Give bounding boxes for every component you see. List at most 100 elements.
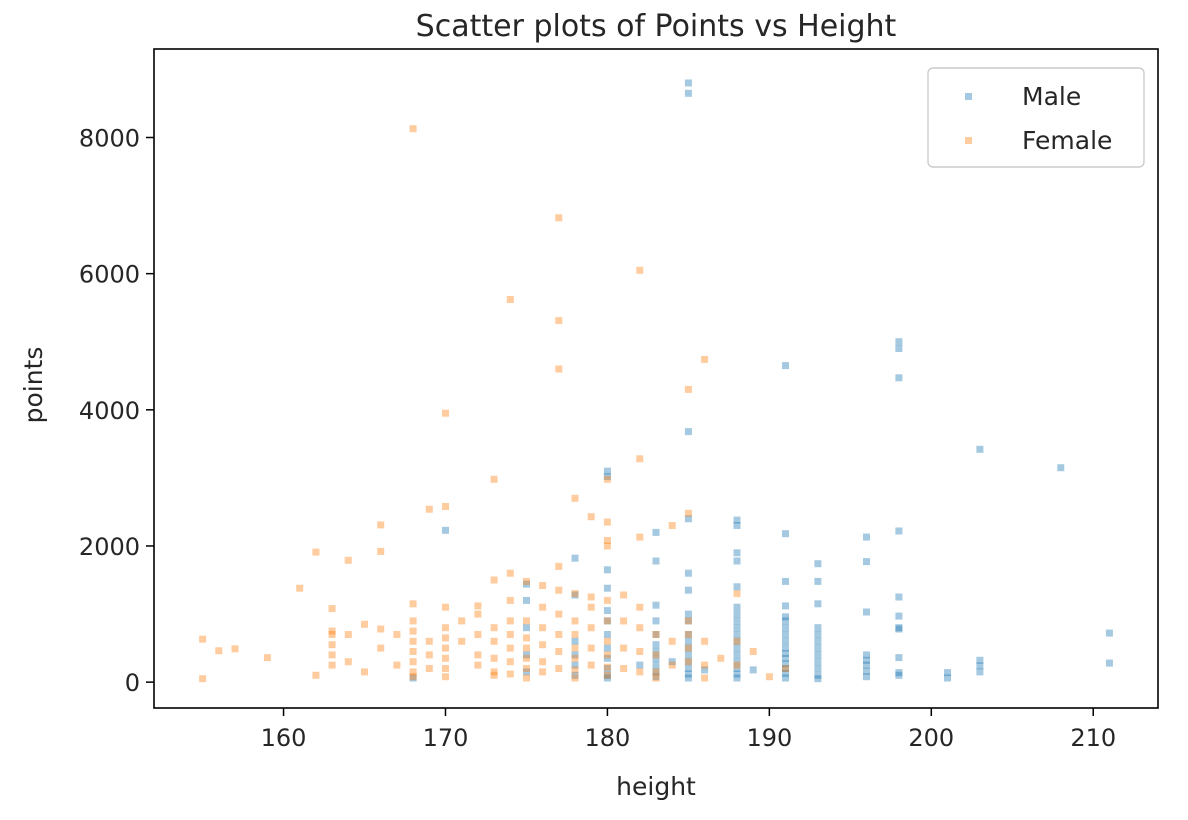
point-female-96 [539, 603, 547, 611]
point-female-82 [490, 654, 498, 662]
point-female-26 [296, 584, 304, 592]
point-female-87 [506, 644, 514, 652]
point-female-105 [571, 617, 579, 625]
point-male-33 [571, 591, 579, 599]
point-female-25 [344, 556, 352, 564]
point-female-119 [603, 671, 611, 679]
point-male-18 [895, 527, 903, 535]
y-tick-label: 2000 [79, 533, 140, 561]
point-female-120 [620, 617, 628, 625]
point-female-11 [603, 475, 611, 483]
point-male-26 [684, 569, 692, 577]
point-female-56 [361, 668, 368, 676]
x-tick-label: 170 [423, 724, 469, 752]
point-male-111 [652, 668, 660, 676]
x-axis: 160 170 180 190 200 210 [261, 708, 1116, 752]
point-female-139 [717, 654, 725, 662]
point-male-34 [523, 596, 530, 604]
point-male-79 [782, 660, 789, 668]
point-female-42 [393, 631, 401, 638]
point-female-44 [215, 647, 223, 655]
points-layer [199, 79, 1113, 683]
point-male-28 [782, 577, 789, 585]
point-male-115 [603, 631, 611, 638]
point-female-133 [684, 631, 692, 638]
point-female-58 [393, 661, 401, 669]
point-female-84 [506, 596, 514, 604]
point-female-95 [523, 674, 530, 682]
chart-title: Scatter plots of Points vs Height [416, 9, 897, 44]
point-male-13 [684, 515, 692, 523]
point-female-142 [733, 661, 741, 669]
point-female-117 [603, 651, 611, 659]
point-female-106 [571, 631, 579, 638]
point-female-75 [458, 637, 466, 645]
plot-frame [153, 48, 1159, 709]
point-female-59 [409, 617, 417, 625]
x-tick-label: 160 [261, 724, 307, 752]
point-male-92 [733, 670, 741, 678]
point-male-42 [684, 610, 692, 618]
point-female-83 [490, 668, 498, 676]
point-female-93 [523, 654, 530, 662]
point-female-1 [555, 214, 563, 222]
point-male-104 [668, 658, 676, 666]
point-female-2 [636, 266, 644, 274]
point-male-116 [603, 644, 611, 652]
point-female-70 [442, 644, 449, 652]
point-male-77 [782, 650, 789, 657]
point-male-117 [603, 654, 611, 662]
y-tick-label: 0 [125, 669, 140, 697]
point-male-88 [733, 644, 741, 652]
point-female-129 [652, 668, 660, 676]
point-female-9 [636, 455, 644, 463]
point-male-122 [571, 661, 579, 669]
point-male-99 [684, 651, 692, 659]
point-male-11 [442, 526, 449, 534]
point-male-6 [684, 428, 692, 436]
point-male-45 [895, 612, 903, 620]
legend-label-female: Female [1022, 126, 1112, 155]
point-female-76 [474, 610, 482, 618]
point-male-95 [684, 617, 692, 625]
point-female-141 [733, 637, 741, 645]
point-female-46 [263, 654, 271, 662]
point-female-8 [442, 409, 449, 417]
point-female-144 [765, 673, 773, 681]
point-male-112 [652, 673, 660, 681]
point-male-30 [733, 583, 741, 591]
point-male-36 [733, 603, 741, 611]
x-axis-label: height [616, 772, 696, 801]
point-female-27 [555, 562, 563, 570]
point-male-50 [976, 656, 984, 664]
point-male-10 [603, 473, 611, 480]
point-female-121 [620, 644, 628, 652]
point-male-31 [603, 584, 611, 592]
point-male-119 [603, 671, 611, 679]
point-male-20 [652, 557, 660, 565]
point-male-22 [814, 560, 822, 568]
point-male-35 [652, 601, 660, 609]
point-male-39 [863, 608, 870, 616]
point-male-84 [733, 617, 741, 625]
point-male-83 [749, 666, 757, 674]
point-male-43 [733, 610, 741, 618]
point-male-124 [523, 624, 530, 632]
point-male-70 [814, 671, 822, 679]
point-male-68 [814, 658, 822, 666]
point-female-47 [199, 675, 207, 683]
point-female-14 [425, 505, 433, 513]
point-male-47 [1105, 659, 1113, 667]
point-male-5 [782, 362, 789, 370]
point-female-7 [684, 385, 692, 393]
point-male-38 [814, 600, 822, 608]
point-female-102 [555, 631, 563, 638]
point-male-87 [733, 637, 741, 645]
point-male-96 [684, 631, 692, 638]
point-female-45 [231, 645, 239, 653]
point-male-4 [895, 374, 903, 382]
point-female-128 [652, 651, 660, 659]
legend-frame [927, 67, 1145, 168]
point-female-146 [409, 673, 417, 681]
legend-label-male: Male [1022, 82, 1081, 111]
